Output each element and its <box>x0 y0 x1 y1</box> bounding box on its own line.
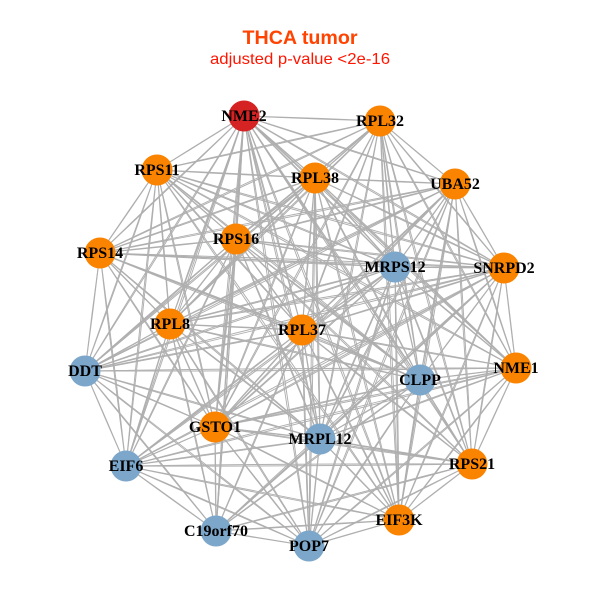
svg-text:RPS21: RPS21 <box>449 456 495 473</box>
svg-text:MRPS12: MRPS12 <box>364 259 425 276</box>
svg-text:UBA52: UBA52 <box>430 176 480 193</box>
svg-text:RPL32: RPL32 <box>356 113 404 130</box>
svg-text:SNRPD2: SNRPD2 <box>473 260 534 277</box>
svg-text:CLPP: CLPP <box>399 372 441 389</box>
svg-text:RPL38: RPL38 <box>291 170 339 187</box>
svg-text:RPS11: RPS11 <box>134 162 179 179</box>
svg-text:NME2: NME2 <box>221 108 266 125</box>
svg-text:POP7: POP7 <box>289 538 329 555</box>
svg-text:adjusted p-value <2e-16: adjusted p-value <2e-16 <box>210 51 390 68</box>
svg-text:RPS16: RPS16 <box>213 231 259 248</box>
svg-text:EIF3K: EIF3K <box>375 512 423 529</box>
svg-text:DDT: DDT <box>68 363 102 380</box>
svg-text:RPL37: RPL37 <box>278 322 326 339</box>
svg-text:RPS14: RPS14 <box>77 245 123 262</box>
svg-text:NME1: NME1 <box>493 360 538 377</box>
svg-text:THCA tumor: THCA tumor <box>243 28 359 49</box>
svg-text:C19orf70: C19orf70 <box>184 523 248 540</box>
svg-text:MRPL12: MRPL12 <box>288 431 351 448</box>
svg-text:EIF6: EIF6 <box>109 458 144 475</box>
svg-text:GSTO1: GSTO1 <box>189 419 241 436</box>
svg-text:RPL8: RPL8 <box>150 316 190 333</box>
